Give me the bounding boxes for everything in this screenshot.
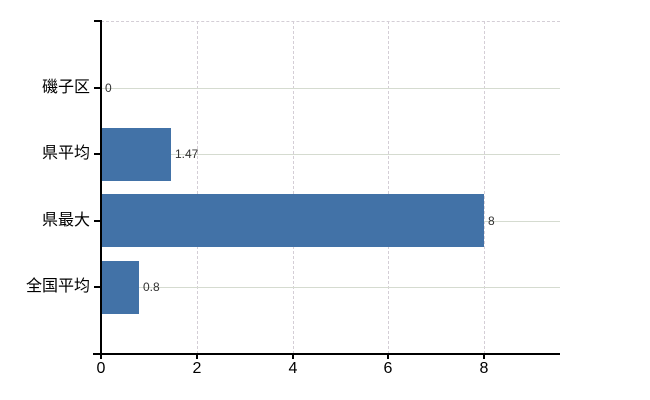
x-axis-tick [196, 354, 198, 359]
x-axis-tick [292, 354, 294, 359]
gridline-vertical [292, 21, 294, 354]
category-label: 県最大 [41, 212, 90, 229]
y-axis-tick [94, 20, 101, 22]
y-axis-tick [94, 286, 101, 288]
bar-value-label: 0.8 [143, 280, 160, 294]
category-label: 全国平均 [25, 278, 90, 295]
y-axis-line [100, 20, 102, 354]
bar-value-label: 1.47 [175, 147, 199, 161]
category-label: 磯子区 [41, 79, 90, 96]
x-tick-label: 2 [192, 360, 202, 377]
bar [101, 261, 139, 314]
x-axis-tick [100, 354, 102, 359]
bar-value-label: 0 [105, 81, 112, 95]
gridline-horizontal [101, 154, 560, 155]
y-axis-tick [94, 220, 101, 222]
x-tick-label: 0 [96, 360, 106, 377]
gridline-horizontal [101, 88, 560, 89]
x-tick-label: 8 [479, 360, 489, 377]
x-tick-label: 4 [288, 360, 298, 377]
category-label: 県平均 [41, 145, 90, 162]
gridline-vertical [196, 21, 198, 354]
x-axis-line [93, 353, 560, 355]
y-axis-tick [94, 87, 101, 89]
bar-value-label: 8 [488, 214, 495, 228]
gridline-horizontal [101, 287, 560, 288]
bar [101, 194, 484, 247]
x-tick-label: 6 [383, 360, 393, 377]
x-axis-tick [483, 354, 485, 359]
plot-border-top [101, 21, 560, 22]
y-axis-tick [94, 153, 101, 155]
bar [101, 128, 171, 181]
gridline-vertical [484, 21, 486, 354]
gridline-vertical [388, 21, 390, 354]
x-axis-tick [387, 354, 389, 359]
